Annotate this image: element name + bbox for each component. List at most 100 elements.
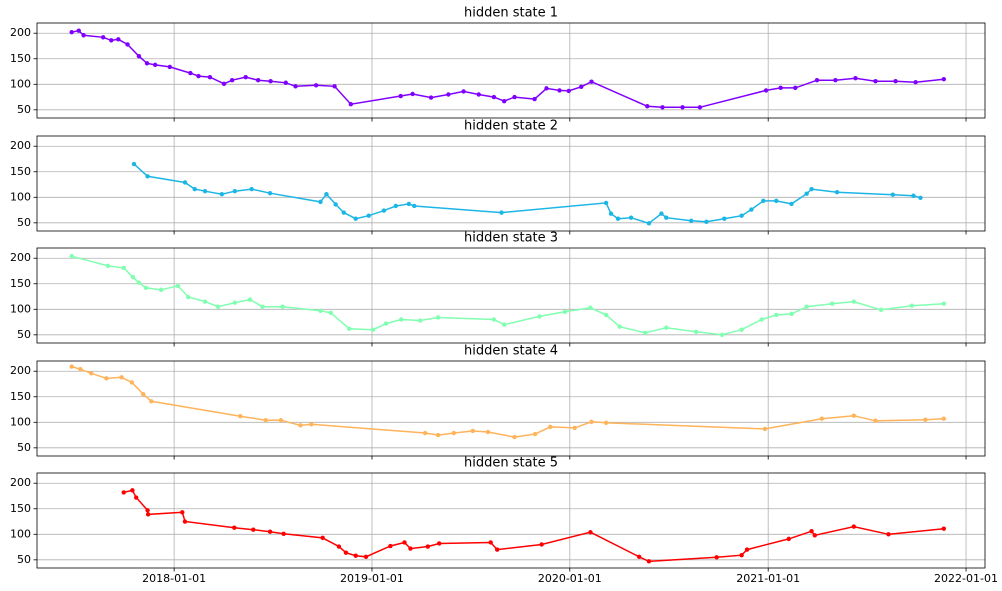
point <box>814 78 820 83</box>
point <box>247 297 253 302</box>
point <box>588 305 593 310</box>
point <box>689 218 694 223</box>
point <box>283 80 288 85</box>
point <box>578 84 584 90</box>
point <box>422 430 428 436</box>
point <box>744 547 750 552</box>
point <box>436 541 442 546</box>
point <box>834 189 840 195</box>
point <box>399 317 404 322</box>
y-tick-label: 100 <box>10 302 31 315</box>
point <box>636 554 642 559</box>
point <box>697 105 703 110</box>
y-tick-label: 150 <box>10 277 31 290</box>
point <box>428 95 434 100</box>
point <box>829 301 835 306</box>
point <box>393 203 399 209</box>
point <box>125 42 130 47</box>
point <box>313 83 319 88</box>
point <box>175 283 181 288</box>
point <box>144 61 150 66</box>
point <box>412 203 417 209</box>
point <box>333 202 338 207</box>
point <box>280 304 285 309</box>
point <box>435 432 441 438</box>
point <box>136 53 142 59</box>
x-tick-label: 2018-01-01 <box>142 572 206 585</box>
point <box>109 38 114 43</box>
point <box>298 423 303 428</box>
point <box>149 399 154 404</box>
point <box>873 418 878 423</box>
plot-frame <box>36 22 986 119</box>
point <box>909 303 915 308</box>
point <box>418 318 423 323</box>
point <box>343 550 349 555</box>
point <box>182 519 188 524</box>
point <box>207 74 213 80</box>
point <box>499 210 504 215</box>
point <box>617 324 622 329</box>
point <box>789 201 794 207</box>
point <box>446 92 451 97</box>
point <box>722 216 727 221</box>
point <box>130 488 135 493</box>
point <box>739 553 744 558</box>
point <box>116 37 121 42</box>
point <box>238 413 243 419</box>
point <box>572 425 577 431</box>
point <box>804 304 809 309</box>
point <box>267 529 273 534</box>
point <box>809 529 814 534</box>
point <box>714 555 719 560</box>
y-tick-label: 150 <box>10 52 31 65</box>
point <box>660 105 665 110</box>
point <box>562 309 568 315</box>
point <box>281 531 286 536</box>
point <box>410 91 415 97</box>
point <box>263 418 268 423</box>
x-tick-label: 2022-01-01 <box>934 572 998 585</box>
point <box>136 280 142 285</box>
point <box>739 213 744 218</box>
point <box>121 490 126 495</box>
point <box>476 92 481 97</box>
point <box>804 191 809 196</box>
point <box>196 73 201 79</box>
point <box>502 322 507 327</box>
point <box>328 310 333 316</box>
point <box>532 431 538 437</box>
point <box>180 510 185 515</box>
point <box>763 88 769 93</box>
panel-title: hidden state 3 <box>464 231 558 246</box>
point <box>485 429 491 435</box>
y-tick-label: 200 <box>10 139 31 152</box>
point <box>557 88 562 93</box>
point <box>215 304 221 309</box>
point <box>121 265 126 271</box>
point <box>249 186 254 192</box>
point <box>182 180 188 185</box>
y-tick-label: 50 <box>17 103 31 116</box>
point <box>131 161 137 167</box>
point <box>129 380 135 385</box>
point <box>267 191 273 196</box>
x-tick-label: 2021-01-01 <box>736 572 800 585</box>
y-tick-label: 100 <box>10 190 31 203</box>
y-tick-label: 150 <box>10 165 31 178</box>
point <box>680 105 685 110</box>
y-tick-label: 100 <box>10 415 31 428</box>
point <box>548 424 553 430</box>
point <box>628 215 634 220</box>
point <box>158 287 164 293</box>
point <box>761 198 766 204</box>
point <box>309 422 314 427</box>
point <box>941 301 947 306</box>
point <box>332 84 337 89</box>
point <box>370 327 376 332</box>
plot-frame <box>36 247 986 344</box>
point <box>812 533 818 538</box>
point <box>851 299 857 304</box>
series-line <box>71 365 944 438</box>
